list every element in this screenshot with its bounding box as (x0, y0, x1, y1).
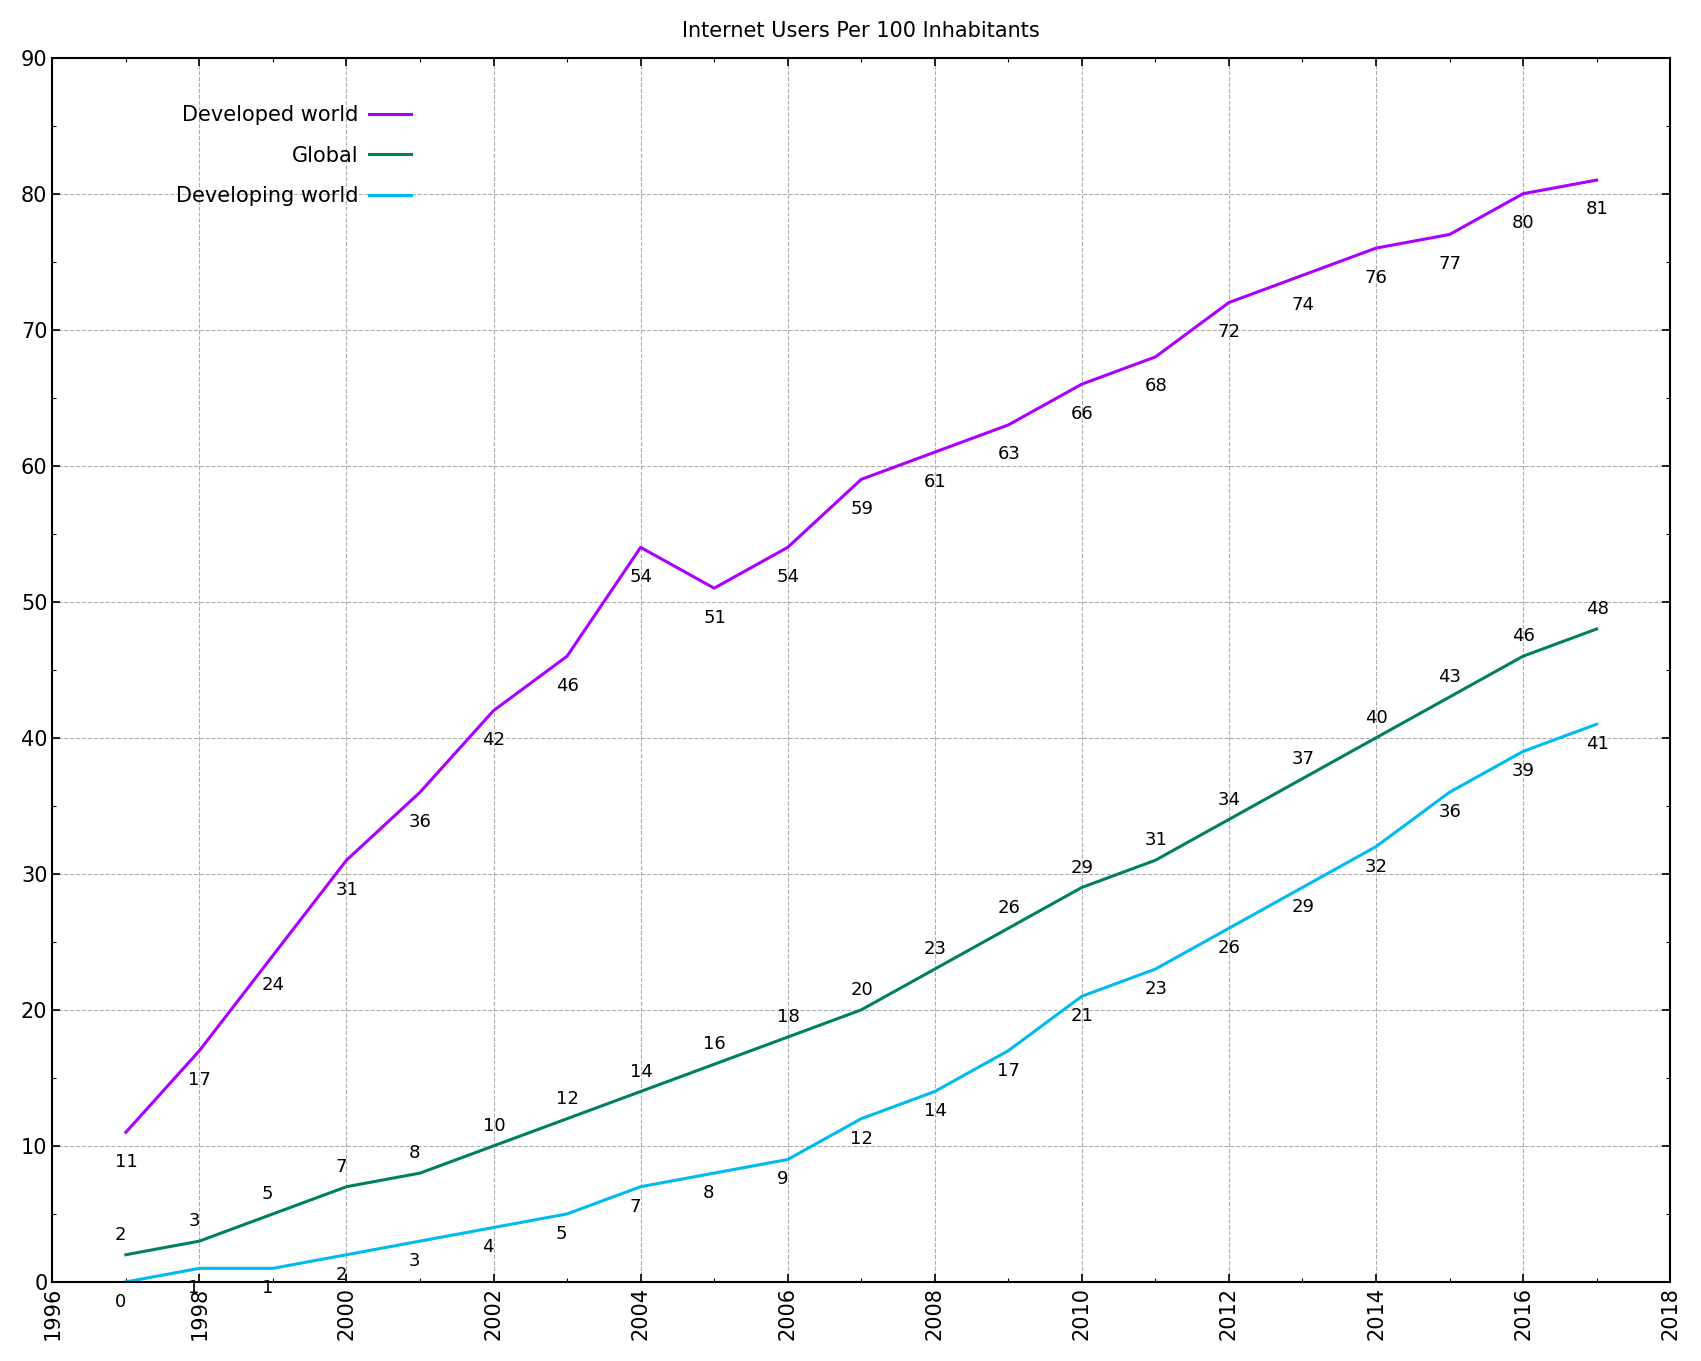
Text: 54: 54 (777, 568, 799, 585)
Text: 23: 23 (1145, 980, 1167, 998)
Text: 7: 7 (335, 1158, 347, 1176)
Text: 42: 42 (483, 731, 505, 749)
Text: 48: 48 (1585, 600, 1609, 618)
Text: 54: 54 (629, 568, 653, 585)
Text: 5: 5 (556, 1225, 568, 1243)
Title: Internet Users Per 100 Inhabitants: Internet Users Per 100 Inhabitants (682, 20, 1039, 41)
Text: 20: 20 (850, 981, 873, 999)
Text: 1: 1 (189, 1279, 199, 1297)
Text: 16: 16 (703, 1036, 726, 1053)
Text: 36: 36 (408, 813, 432, 830)
Text: 63: 63 (997, 445, 1021, 463)
Text: 29: 29 (1291, 898, 1315, 916)
Text: 32: 32 (1364, 857, 1388, 875)
Text: 10: 10 (483, 1117, 505, 1135)
Text: 46: 46 (1512, 627, 1534, 645)
Text: 12: 12 (556, 1090, 578, 1108)
Text: 3: 3 (408, 1252, 420, 1270)
Text: 8: 8 (703, 1184, 714, 1202)
Text: 9: 9 (777, 1170, 788, 1188)
Text: 5: 5 (262, 1185, 274, 1203)
Text: 34: 34 (1218, 791, 1242, 808)
Text: 61: 61 (924, 472, 946, 490)
Text: 26: 26 (1218, 939, 1240, 957)
Text: 3: 3 (189, 1213, 199, 1230)
Text: 76: 76 (1364, 268, 1388, 287)
Text: 14: 14 (924, 1102, 947, 1120)
Text: 0: 0 (116, 1293, 126, 1311)
Text: 8: 8 (408, 1145, 420, 1162)
Text: 23: 23 (924, 940, 947, 958)
Text: 59: 59 (850, 499, 873, 517)
Text: 66: 66 (1072, 404, 1094, 422)
Text: 29: 29 (1072, 859, 1094, 876)
Text: 17: 17 (997, 1062, 1021, 1079)
Text: 2: 2 (335, 1266, 347, 1283)
Text: 51: 51 (703, 608, 726, 626)
Text: 31: 31 (335, 881, 359, 898)
Text: 46: 46 (556, 676, 578, 694)
Text: 72: 72 (1218, 323, 1242, 340)
Text: 39: 39 (1512, 762, 1534, 780)
Text: 1: 1 (262, 1279, 274, 1297)
Text: 80: 80 (1512, 214, 1534, 233)
Text: 81: 81 (1585, 200, 1609, 219)
Text: 74: 74 (1291, 295, 1315, 314)
Text: 40: 40 (1364, 709, 1388, 727)
Text: 26: 26 (997, 900, 1021, 917)
Text: 68: 68 (1145, 377, 1167, 395)
Text: 43: 43 (1439, 668, 1461, 686)
Text: 24: 24 (262, 976, 284, 994)
Text: 4: 4 (483, 1239, 493, 1256)
Text: 7: 7 (629, 1198, 641, 1215)
Text: 2: 2 (116, 1226, 126, 1244)
Text: 77: 77 (1439, 255, 1461, 274)
Text: 37: 37 (1291, 750, 1315, 768)
Text: 31: 31 (1145, 832, 1167, 849)
Text: 12: 12 (850, 1130, 873, 1147)
Text: 18: 18 (777, 1009, 799, 1026)
Text: 41: 41 (1585, 735, 1609, 753)
Legend: Developed world, Global, Developing world: Developed world, Global, Developing worl… (175, 105, 410, 207)
Text: 36: 36 (1439, 803, 1461, 821)
Text: 11: 11 (116, 1153, 138, 1170)
Text: 21: 21 (1072, 1007, 1094, 1025)
Text: 17: 17 (189, 1071, 211, 1089)
Text: 14: 14 (629, 1063, 653, 1081)
